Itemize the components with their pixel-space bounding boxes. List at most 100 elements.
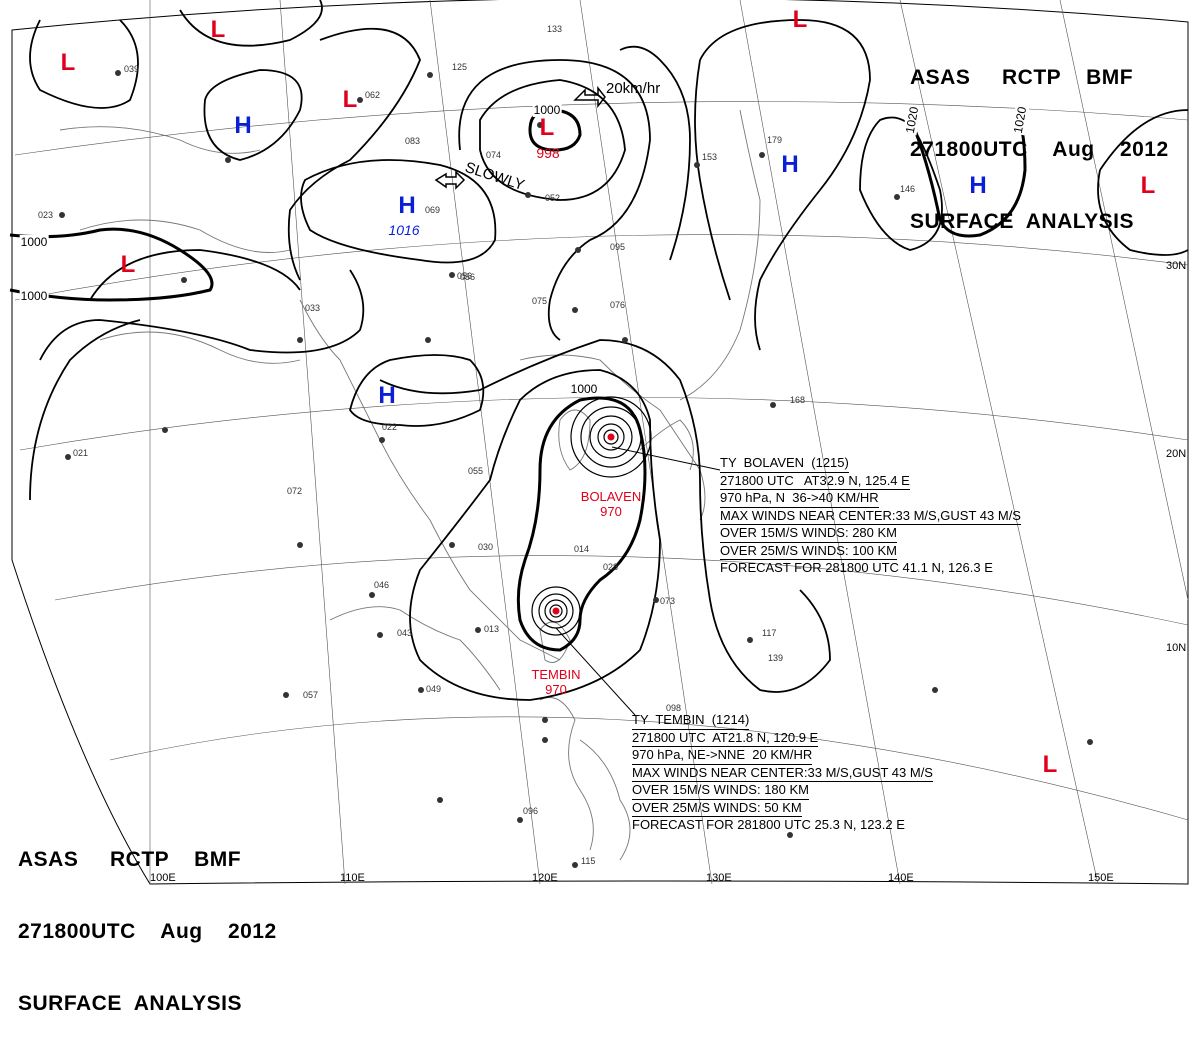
station-value: 072 [287, 486, 303, 496]
station-value: 013 [484, 624, 500, 634]
station-value: 033 [305, 303, 321, 313]
info-line: MAX WINDS NEAR CENTER:33 M/S,GUST 43 M/S [632, 765, 933, 782]
high-marker: H [378, 382, 396, 409]
low-marker: L [210, 16, 226, 43]
latitude-label: 20N [1166, 448, 1187, 460]
typhoon-bolaven-pressure: 970 [600, 504, 622, 519]
station-value: 115 [581, 856, 596, 866]
header-bottom-line1: ASAS RCTP BMF [18, 848, 242, 871]
isobar-label: 1000 [19, 289, 49, 303]
info-line: OVER 15M/S WINDS: 280 KM [720, 525, 897, 543]
station-value: 133 [547, 24, 563, 34]
high-marker: H [398, 192, 416, 219]
station-value: 098 [666, 703, 682, 713]
station-value: 125 [452, 62, 468, 72]
map-frame [11, 0, 1189, 885]
header-top: ASAS RCTP BMF 271800UTC Aug 2012 SURFACE… [910, 18, 1169, 258]
surface-analysis-map [9, 0, 1189, 885]
header-top-line1: ASAS RCTP BMF [910, 66, 1134, 89]
coastlines [59, 109, 761, 861]
station-value: 028 [603, 562, 619, 572]
isobar-label: 1000 [569, 382, 599, 396]
station-value: 073 [660, 596, 676, 606]
low-marker: L [120, 251, 136, 278]
info-line: 271800 UTC AT21.8 N, 120.9 E [632, 730, 819, 747]
info-line: 271800 UTC AT32.9 N, 125.4 E [720, 473, 910, 490]
station-value: 052 [545, 193, 561, 203]
station-value: 056 [460, 272, 476, 282]
header-top-line3: SURFACE ANALYSIS [910, 210, 1134, 233]
station-value: 030 [478, 542, 494, 552]
station-value: 014 [574, 544, 590, 554]
typhoon-bolaven-rings [570, 396, 652, 478]
high-marker: H [969, 172, 987, 199]
isobar-label: 1000 [532, 103, 562, 117]
station-value: 095 [610, 242, 626, 252]
station-value: 153 [702, 152, 718, 162]
station-value: 021 [73, 448, 89, 458]
info-line: OVER 15M/S WINDS: 180 KM [632, 782, 809, 800]
longitude-label: 100E [150, 872, 176, 884]
info-leaders [555, 446, 721, 716]
low-marker: L [342, 86, 358, 113]
station-value: 023 [38, 210, 54, 220]
high-marker: H [781, 151, 799, 178]
station-value: 022 [382, 422, 398, 432]
station-value: 055 [468, 466, 484, 476]
station-markers [59, 70, 1093, 868]
station-value: 139 [768, 653, 784, 663]
station-value: 096 [523, 806, 539, 816]
motion-arrows [434, 85, 606, 190]
info-line: TY BOLAVEN (1215) [720, 455, 849, 473]
high-pressure-value: 1016 [388, 222, 420, 238]
station-value: 179 [767, 135, 783, 145]
station-value: 049 [426, 684, 442, 694]
low-marker: L [60, 49, 76, 76]
typhoon-bolaven-label: BOLAVEN 970 [581, 489, 641, 519]
station-value: 057 [303, 690, 319, 700]
graticule [14, 0, 1189, 885]
header-bottom: ASAS RCTP BMF 271800UTC Aug 2012 SURFACE… [18, 800, 277, 1040]
typhoon-centres [552, 433, 615, 615]
station-value: 039 [124, 64, 140, 74]
low-marker: L [792, 6, 808, 33]
typhoon-tembin-name: TEMBIN [531, 667, 581, 682]
low-pressure-value: 998 [536, 145, 560, 161]
station-value: 076 [610, 300, 626, 310]
isobar-label: 1000 [19, 235, 49, 249]
longitude-label: 150E [1088, 872, 1114, 884]
station-value: 146 [900, 184, 916, 194]
header-bottom-line2: 271800UTC Aug 2012 [18, 920, 277, 943]
station-value: 043 [397, 628, 413, 638]
header-bottom-line3: SURFACE ANALYSIS [18, 992, 242, 1015]
longitude-label: 140E [888, 872, 914, 884]
typhoon-tembin-pressure: 970 [545, 682, 567, 697]
motion-label-low: 20km/hr [606, 80, 661, 97]
typhoon-tembin-info: TY TEMBIN (1214) 271800 UTC AT21.8 N, 12… [632, 712, 933, 834]
low-marker: L [1140, 172, 1156, 199]
station-value: 074 [486, 150, 502, 160]
high-marker: H [234, 112, 252, 139]
station-value: 075 [532, 296, 548, 306]
isobars [29, 0, 1189, 701]
info-line: TY TEMBIN (1214) [632, 712, 750, 730]
station-value: 056 [457, 271, 473, 281]
info-line: MAX WINDS NEAR CENTER:33 M/S,GUST 43 M/S [720, 508, 1021, 525]
info-line: OVER 25M/S WINDS: 100 KM [720, 543, 897, 560]
typhoon-tembin-label: TEMBIN 970 [531, 667, 580, 697]
low-marker: L [539, 114, 555, 141]
header-top-line2: 271800UTC Aug 2012 [910, 138, 1169, 161]
info-line: OVER 25M/S WINDS: 50 KM [632, 800, 802, 817]
latitude-label: 10N [1166, 642, 1187, 654]
station-value: 117 [762, 628, 777, 638]
info-line: FORECAST FOR 281800 UTC 25.3 N, 123.2 E [632, 817, 905, 832]
station-value: 062 [365, 90, 381, 100]
longitude-label: 130E [706, 872, 732, 884]
info-line: 970 hPa, N 36->40 KM/HR [720, 490, 879, 508]
station-value: 046 [374, 580, 390, 590]
typhoon-bolaven-name: BOLAVEN [580, 489, 642, 504]
station-value: 083 [405, 136, 421, 146]
station-value: 168 [790, 395, 806, 405]
info-line: FORECAST FOR 281800 UTC 41.1 N, 126.3 E [720, 560, 993, 575]
info-line: 970 hPa, NE->NNE 20 KM/HR [632, 747, 813, 765]
